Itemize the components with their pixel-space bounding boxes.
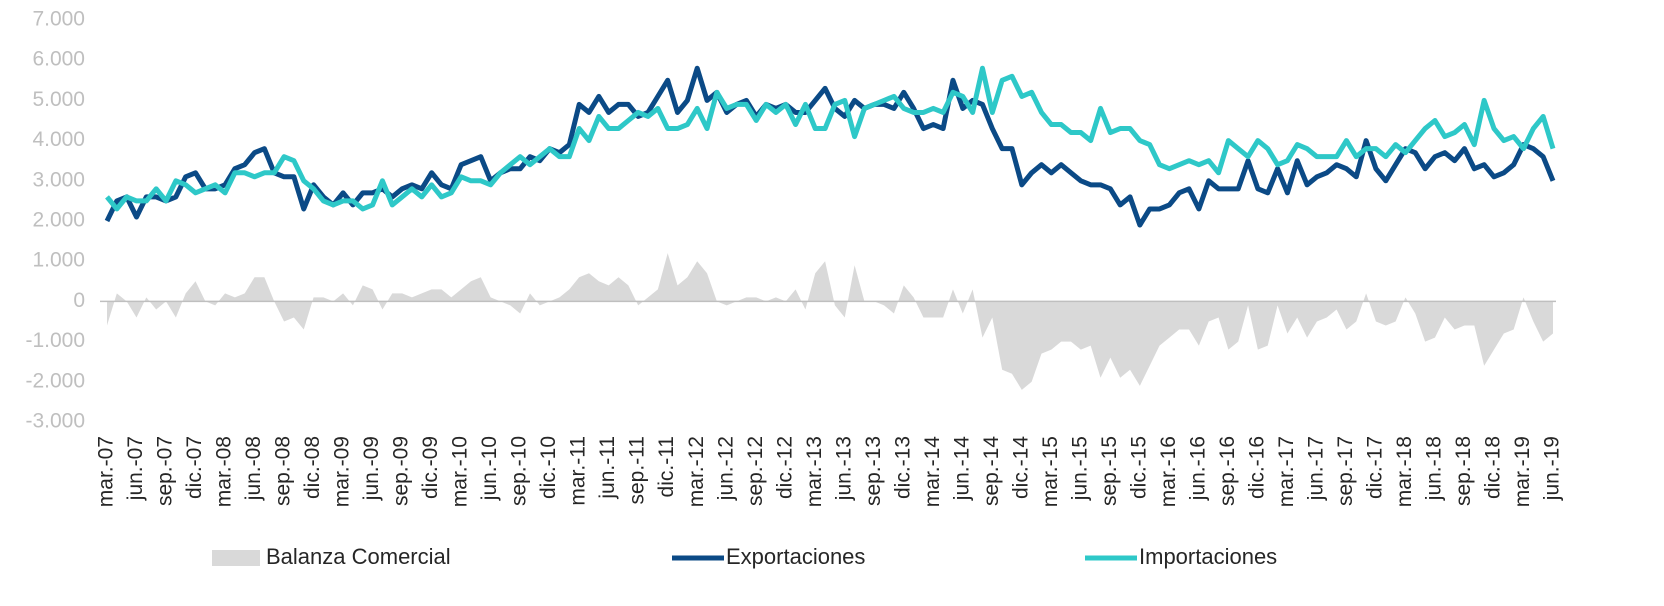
- x-tick-label: jun.-09: [360, 436, 383, 501]
- x-tick-label: jun.-17: [1304, 436, 1327, 501]
- x-tick-label: sep.-17: [1334, 436, 1357, 506]
- x-tick-label: sep.-14: [980, 436, 1003, 506]
- x-tick-label: sep.-10: [508, 436, 531, 506]
- x-tick-label: sep.-15: [1098, 436, 1121, 506]
- x-tick-label: dic.-09: [419, 436, 442, 499]
- x-tick-label: sep.-07: [154, 436, 177, 506]
- x-tick-label: dic.-15: [1127, 436, 1150, 499]
- x-tick-label: sep.-11: [626, 436, 649, 505]
- x-tick-label: dic.-14: [1009, 436, 1032, 499]
- x-tick-label: jun.-10: [478, 436, 501, 501]
- y-tick-label: 4.000: [32, 128, 85, 151]
- x-tick-label: jun.-07: [124, 436, 147, 501]
- y-tick-label: 3.000: [32, 168, 85, 191]
- x-tick-label: mar.-11: [567, 436, 590, 506]
- y-tick-label: 0: [73, 289, 85, 312]
- x-tick-label: jun.-16: [1186, 436, 1209, 501]
- legend-label: Balanza Comercial: [266, 544, 451, 569]
- y-tick-label: 7.000: [32, 8, 85, 31]
- x-tick-label: dic.-16: [1245, 436, 1268, 499]
- x-tick-label: dic.-12: [773, 436, 796, 499]
- x-tick-label: mar.-14: [921, 436, 944, 508]
- x-tick-label: dic.-07: [183, 436, 206, 499]
- x-tick-label: sep.-18: [1452, 436, 1475, 506]
- y-tick-label: -1.000: [25, 329, 85, 352]
- x-tick-label: dic.-13: [891, 436, 914, 499]
- x-tick-label: jun.-08: [242, 436, 265, 501]
- x-tick-label: jun.-11: [596, 436, 619, 500]
- x-tick-label: mar.-09: [331, 436, 354, 507]
- x-tick-label: sep.-08: [272, 436, 295, 506]
- x-tick-label: mar.-18: [1393, 436, 1416, 507]
- x-tick-label: dic.-11: [655, 436, 678, 497]
- x-tick-label: mar.-07: [95, 436, 118, 507]
- x-tick-label: dic.-08: [301, 436, 324, 499]
- x-tick-label: dic.-18: [1482, 436, 1505, 499]
- x-tick-label: dic.-10: [537, 436, 560, 499]
- y-tick-label: 1.000: [32, 249, 85, 272]
- x-tick-label: sep.-12: [744, 436, 767, 506]
- y-tick-label: 6.000: [32, 48, 85, 71]
- x-tick-label: mar.-08: [213, 436, 236, 507]
- x-tick-label: mar.-13: [803, 436, 826, 507]
- x-tick-label: mar.-17: [1275, 436, 1298, 507]
- x-tick-label: mar.-15: [1039, 436, 1062, 507]
- area: [107, 253, 1553, 390]
- y-tick-label: 5.000: [32, 88, 85, 111]
- x-tick-label: mar.-16: [1157, 436, 1180, 507]
- x-tick-label: mar.-10: [449, 436, 472, 507]
- x-tick-label: jun.-19: [1541, 436, 1564, 501]
- legend-swatch: [212, 550, 260, 566]
- x-tick-label: jun.-12: [714, 436, 737, 501]
- y-tick-label: 2.000: [32, 209, 85, 232]
- y-tick-label: -2.000: [25, 369, 85, 392]
- legend-label: Importaciones: [1139, 544, 1277, 569]
- x-tick-label: sep.-13: [862, 436, 885, 506]
- x-tick-label: jun.-15: [1068, 436, 1091, 501]
- y-tick-label: -3.000: [25, 410, 85, 433]
- x-tick-label: jun.-13: [832, 436, 855, 501]
- x-tick-label: sep.-09: [390, 436, 413, 506]
- x-tick-label: sep.-16: [1216, 436, 1239, 506]
- legend-label: Exportaciones: [726, 544, 865, 569]
- x-tick-label: mar.-12: [685, 436, 708, 507]
- x-tick-label: mar.-19: [1511, 436, 1534, 507]
- x-tick-label: jun.-14: [950, 436, 973, 502]
- x-tick-label: dic.-17: [1363, 436, 1386, 499]
- x-tick-label: jun.-18: [1423, 436, 1446, 501]
- line: [105, 65, 1556, 212]
